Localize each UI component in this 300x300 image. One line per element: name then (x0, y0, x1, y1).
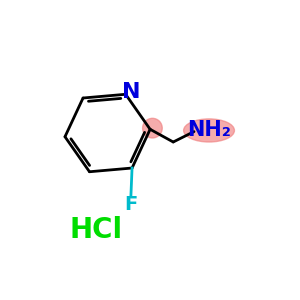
Ellipse shape (142, 118, 162, 138)
Text: HCl: HCl (69, 216, 123, 244)
Text: N: N (122, 82, 141, 102)
Text: F: F (124, 196, 137, 214)
Ellipse shape (184, 119, 234, 142)
Text: NH₂: NH₂ (187, 121, 231, 140)
